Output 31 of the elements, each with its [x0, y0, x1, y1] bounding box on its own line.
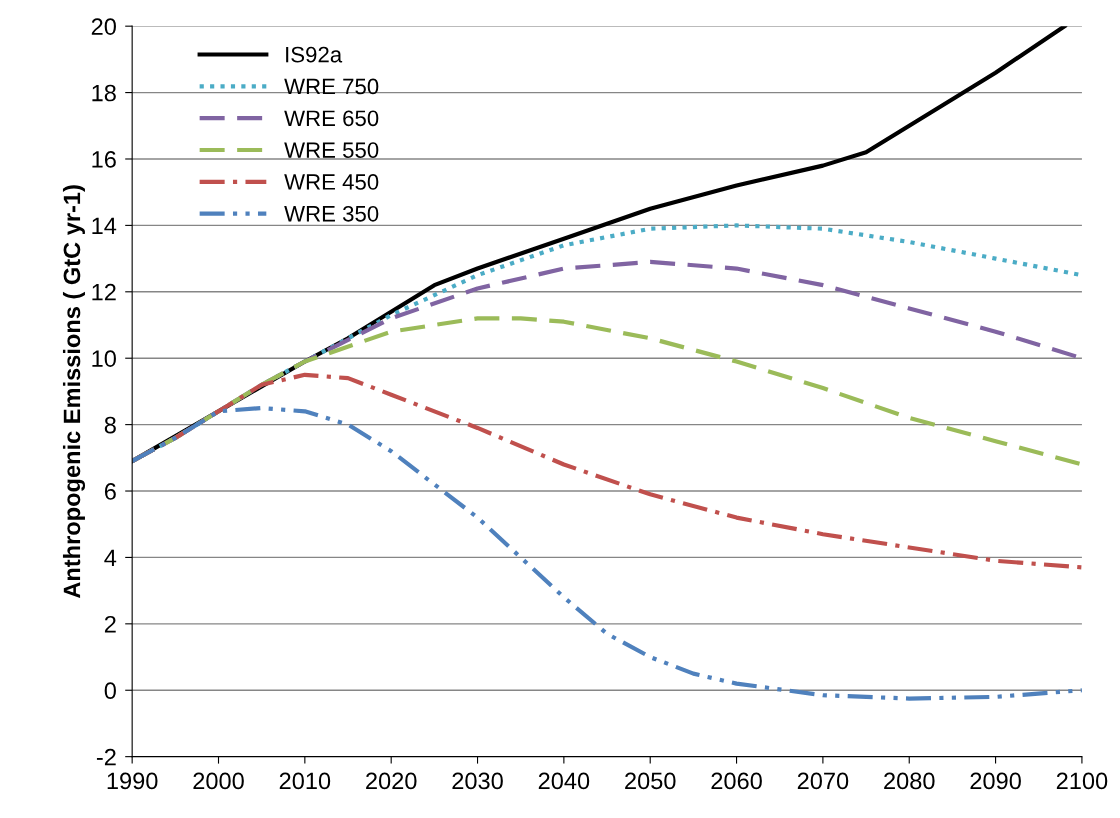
x-tick-label: 2000 — [193, 772, 244, 790]
legend-label: WRE 750 — [284, 78, 379, 95]
y-tick-label: 16 — [92, 151, 116, 168]
x-tick-label: 2060 — [711, 772, 762, 790]
x-tick-label: 2080 — [884, 772, 935, 790]
x-tick-label: 2020 — [366, 772, 417, 790]
x-tick-label: 2050 — [625, 772, 676, 790]
y-tick-label: 6 — [104, 483, 116, 500]
x-tick-label: 2040 — [538, 772, 590, 790]
y-tick-label: -2 — [96, 748, 116, 766]
x-tick-label: 2090 — [970, 772, 1021, 790]
x-tick-label: 2070 — [797, 772, 849, 790]
y-tick-label: 8 — [104, 416, 116, 434]
y-tick-label: 14 — [92, 217, 117, 234]
legend-label: IS92a — [286, 46, 343, 63]
legend-label: WRE 450 — [284, 174, 379, 190]
x-tick-label: 1990 — [107, 772, 158, 790]
x-tick-label: 2030 — [452, 772, 503, 790]
y-tick-label: 4 — [104, 549, 117, 566]
y-tick-label: 18 — [92, 84, 116, 102]
x-tick-label: 2010 — [279, 772, 331, 790]
legend-label: WRE 550 — [284, 142, 379, 158]
y-axis-title: Anthropogenic Emissions ( GtC yr-1) — [62, 185, 86, 599]
y-tick-label: 20 — [91, 18, 116, 35]
y-tick-label: 10 — [92, 350, 116, 367]
y-tick-label: 2 — [104, 615, 116, 633]
y-tick-label: 0 — [104, 682, 116, 700]
x-tick-label: 2100 — [1056, 772, 1108, 790]
legend-label: WRE 350 — [284, 205, 379, 222]
legend-label: WRE 650 — [284, 110, 379, 127]
y-tick-label: 12 — [92, 283, 116, 301]
